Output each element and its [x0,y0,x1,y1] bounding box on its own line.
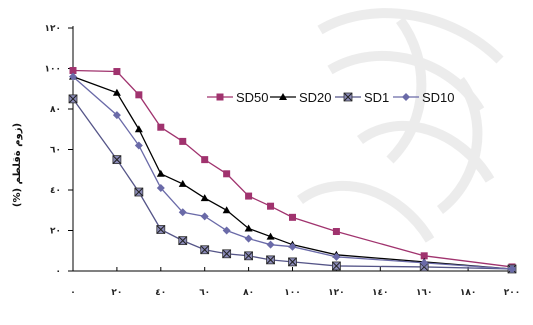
x-tick-label: ٠ [70,288,76,298]
data-point-triangle [266,232,275,240]
y-axis-ticks: ٠ ٢٠ ٤٠ ٦٠ ٨٠ ١٠٠ ١٢٠ [45,24,73,277]
x-tick-label: ١٠٠ [284,288,300,298]
data-point-diamond [420,258,429,267]
data-point-triangle [200,194,209,202]
x-tick-label: ٢٠٠ [504,288,520,298]
data-point-triangle [156,169,165,177]
legend-label: SD1 [364,90,389,105]
y-tick-label: ٤٠ [50,186,61,196]
data-point-triangle [178,179,187,187]
y-tick-label: ٢٠ [50,227,61,237]
data-point-diamond [112,111,121,120]
legend-item-SD1: SD1 [335,90,389,105]
data-point-square [179,137,187,145]
data-point-x-box [244,251,254,261]
x-tick-label: ١٤٠ [372,288,388,298]
x-tick-label: ١٦٠ [416,288,432,298]
legend-item-SD20: SD20 [270,90,332,105]
legend-label: SD50 [236,90,269,105]
y-tick-label: ٠ [56,267,62,277]
series-SD1 [68,94,517,274]
x-tick-label: ٨٠ [243,288,254,298]
data-point-diamond [222,226,231,235]
x-tick-label: ٤٠ [155,288,166,298]
y-tick-label: ٦٠ [50,146,61,156]
data-point-square [113,68,121,76]
data-point-diamond [332,252,341,261]
x-tick-label: ١٢٠ [328,288,344,298]
data-point-diamond [200,212,209,221]
data-point-diamond [266,240,275,249]
data-point-x-box [200,245,210,255]
data-point-square [135,91,143,99]
data-point-diamond [244,234,253,243]
series-line [72,75,513,270]
data-point-diamond [402,93,410,101]
data-point-square [289,213,296,221]
legend-label: SD10 [422,90,455,105]
data-point-x-box [288,257,297,267]
data-point-x-box [156,225,166,234]
y-tick-label: ١٢٠ [45,24,61,34]
y-tick-label: ١٠٠ [45,65,61,75]
data-point-square [332,228,340,236]
data-point-x-box [266,255,275,265]
data-point-diamond [156,183,165,192]
data-point-square [245,192,253,200]
data-point-triangle [134,125,143,133]
data-point-square [157,123,165,131]
data-point-x-box [178,236,188,246]
data-point-x-box [134,187,144,197]
data-point-x-box [222,249,232,259]
data-point-triangle [279,93,287,100]
y-tick-label: ٨٠ [50,105,61,115]
data-point-diamond [134,141,143,150]
data-point-square [267,202,275,210]
legend-label: SD20 [299,90,332,105]
data-point-diamond [178,208,187,217]
y-axis-label: (%) زوم ةقلطم) [12,123,23,207]
legend: SD50 SD20 SD1 SD10 [207,90,455,105]
x-tick-label: ٢٠ [111,288,122,298]
x-tick-label: ٦٠ [199,288,210,298]
data-point-diamond [288,242,297,251]
data-point-x-box [68,94,78,104]
series-SD50 [69,67,516,271]
x-tick-label: ١٨٠ [460,288,476,298]
data-point-diamond [508,264,516,273]
data-point-x-box [343,92,353,102]
data-point-square [223,170,231,178]
series-SD10 [69,72,516,273]
legend-item-SD10: SD10 [393,90,455,105]
x-axis-ticks: ٠ ٢٠ ٤٠ ٦٠ ٨٠ ١٠٠ ١٢٠ ١٤٠ ١٦٠ ١٨٠ ٢٠٠ [70,267,520,298]
data-point-triangle [244,224,253,232]
data-point-diamond [69,72,77,81]
data-point-x-box [331,261,341,271]
data-point-x-box [112,155,122,165]
data-point-triangle [222,206,231,214]
watermark-logo [297,8,504,243]
series-lines [68,67,517,274]
legend-item-SD50: SD50 [207,90,269,105]
data-point-square [201,156,209,164]
data-point-square [216,93,224,101]
series-line [72,76,513,270]
data-point-triangle [112,88,121,96]
